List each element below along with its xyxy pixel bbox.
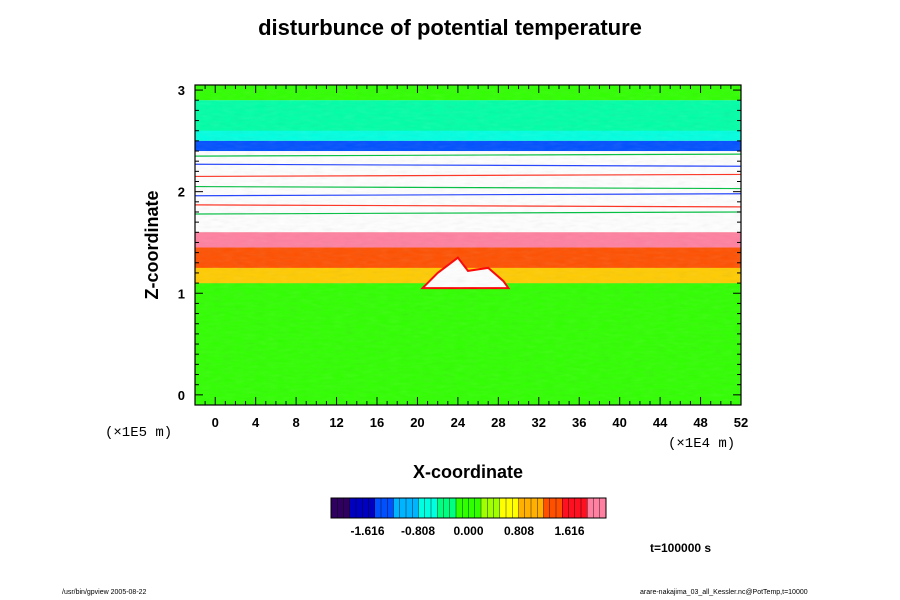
x-tick-label: 0 [212, 415, 219, 430]
colorbar-cell [556, 498, 563, 518]
field-texture [195, 85, 741, 405]
colorbar-cell [424, 498, 432, 518]
colorbar-tick-label: 1.616 [554, 524, 584, 538]
colorbar-cell [462, 498, 469, 518]
y-tick-label: 0 [178, 388, 185, 403]
colorbar: -1.616 -0.808 0.000 0.808 1.616 [330, 497, 607, 538]
colorbar-cell [587, 498, 594, 518]
y-tick-label: 1 [178, 286, 185, 301]
x-tick-label: 36 [572, 415, 586, 430]
colorbar-cell [481, 498, 488, 518]
colorbar-cell [512, 498, 519, 518]
colorbar-cell [343, 498, 351, 518]
field-heatmap [195, 85, 741, 405]
x-tick-label: 52 [734, 415, 748, 430]
colorbar-cell [593, 498, 601, 518]
colorbar-cell [337, 498, 344, 518]
colorbar-cell [368, 498, 376, 518]
colorbar-cell [468, 498, 476, 518]
colorbar-cell [506, 498, 513, 518]
x-axis-scale-label: (×1E4 m) [668, 436, 736, 452]
colorbar-cell [549, 498, 557, 518]
z-axis-scale-label: (×1E5 m) [105, 425, 173, 441]
footer-command: /usr/bin/gpview 2005-08-22 [62, 589, 147, 596]
colorbar-cell [349, 498, 357, 518]
x-tick-label: 40 [612, 415, 626, 430]
colorbar-cell [381, 498, 388, 518]
colorbar-cell [331, 498, 338, 518]
colorbar-cell [437, 498, 444, 518]
colorbar-tick-label: -1.616 [350, 524, 384, 538]
colorbar-cell [574, 498, 582, 518]
colorbar-cell [362, 498, 369, 518]
colorbar-cell [406, 498, 413, 518]
colorbar-tick-label: 0.808 [504, 524, 534, 538]
colorbar-frame [330, 497, 607, 519]
colorbar-cell [387, 498, 394, 518]
colorbar-cell [531, 498, 538, 518]
colorbar-cell [487, 498, 494, 518]
footer-source: arare-nakajima_03_all_Kessler.nc@PotTemp… [640, 589, 808, 596]
colorbar-cell [474, 498, 482, 518]
x-tick-label: 24 [451, 415, 466, 430]
x-tick-label: 16 [370, 415, 384, 430]
colorbar-cell [537, 498, 544, 518]
colorbar-cell [524, 498, 532, 518]
colorbar-cell [493, 498, 501, 518]
colorbar-cell [374, 498, 382, 518]
colorbar-cell [562, 498, 569, 518]
colorbar-cell [399, 498, 407, 518]
y-tick-label: 3 [178, 83, 185, 98]
x-tick-label: 32 [532, 415, 546, 430]
x-tick-label: 8 [292, 415, 299, 430]
colorbar-cell [499, 498, 507, 518]
colorbar-cell [581, 498, 588, 518]
colorbar-cell [599, 498, 607, 518]
colorbar-cell [568, 498, 576, 518]
colorbar-cell [418, 498, 426, 518]
colorbar-cell [412, 498, 419, 518]
y-tick-label: 2 [178, 185, 185, 200]
colorbar-cell [456, 498, 463, 518]
x-tick-label: 4 [252, 415, 260, 430]
y-axis-title: Z-coordinate [142, 190, 162, 299]
time-label: t=100000 s [650, 541, 712, 555]
colorbar-tick-label: -0.808 [401, 524, 435, 538]
x-tick-label: 44 [653, 415, 668, 430]
colorbar-cell [356, 498, 363, 518]
colorbar-cell [449, 498, 457, 518]
chart-title: disturbunce of potential temperature [258, 15, 642, 40]
x-tick-label: 12 [329, 415, 343, 430]
x-axis-title: X-coordinate [413, 462, 523, 482]
colorbar-tick-label: 0.000 [453, 524, 483, 538]
colorbar-cell [393, 498, 401, 518]
colorbar-cell [543, 498, 551, 518]
colorbar-cell [518, 498, 526, 518]
x-tick-label: 28 [491, 415, 505, 430]
colorbar-cell [443, 498, 451, 518]
x-tick-label: 20 [410, 415, 424, 430]
colorbar-cell [431, 498, 438, 518]
x-tick-label: 48 [693, 415, 707, 430]
